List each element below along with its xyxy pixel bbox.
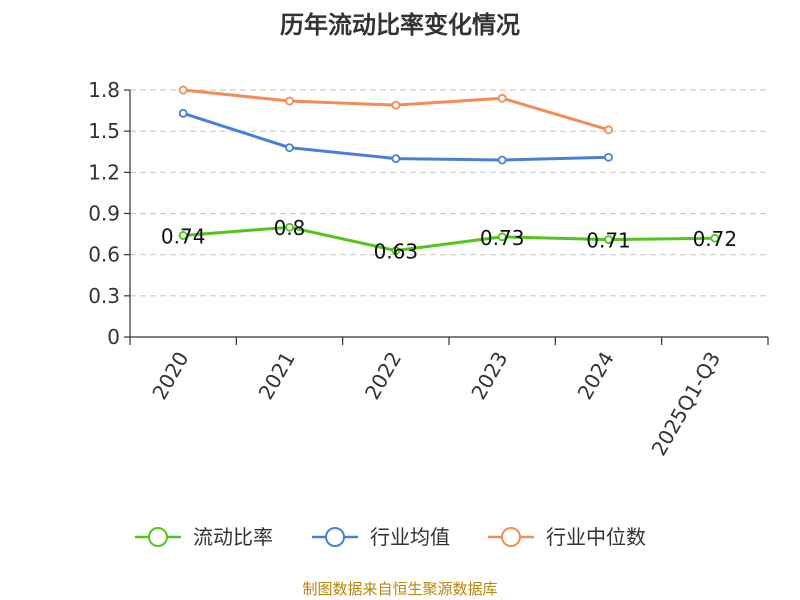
y-tick-label: 1.8 [88, 78, 120, 102]
data-point [391, 246, 401, 255]
data-point [178, 85, 188, 95]
series-line-1 [182, 111, 609, 162]
x-tick-label: 2023 [466, 347, 512, 403]
legend-label: 行业中位数 [546, 525, 646, 549]
y-tick-label: 0.6 [88, 243, 120, 267]
grid-lines [130, 89, 768, 297]
source-note: 制图数据来自恒生聚源数据库 [302, 580, 497, 598]
data-label: 0.72 [693, 227, 738, 251]
y-tick-label: 0.9 [88, 202, 120, 226]
axes: 0 0.3 0.6 0.9 1.2 1.5 1.8 2020 2021 2022 2023 2024 2… [88, 78, 769, 460]
data-point [604, 235, 613, 244]
data-point [604, 125, 613, 135]
legend[interactable]: 流动比率 行业均值 行业中位数 [135, 525, 646, 549]
data-point [497, 93, 507, 103]
x-tick-label: 2025Q1-Q3 [646, 348, 725, 460]
legend-label: 行业均值 [370, 525, 450, 549]
data-point [391, 154, 401, 164]
data-label: 0.74 [161, 224, 206, 248]
data-point [497, 155, 507, 165]
data-point [391, 100, 401, 110]
x-tick-label: 2024 [573, 348, 619, 404]
data-point [285, 222, 294, 232]
data-point [710, 233, 720, 243]
legend-marker [325, 527, 345, 547]
x-tick-label: 2020 [147, 348, 193, 404]
data-point [178, 231, 188, 240]
chart-title: 历年流动比率变化情况 [280, 11, 520, 39]
series-line-0 [183, 225, 715, 253]
legend-marker [148, 527, 168, 547]
data-point [178, 108, 188, 118]
y-tick-label: 0 [107, 325, 120, 349]
series-lines [178, 85, 720, 255]
data-point [285, 96, 294, 106]
legend-item[interactable]: 流动比率 [135, 525, 273, 549]
data-label: 0.8 [274, 216, 306, 240]
series-line-2 [183, 88, 609, 132]
x-tick-label: 2021 [254, 348, 300, 404]
data-point [604, 152, 613, 162]
legend-item[interactable]: 行业中位数 [488, 525, 646, 549]
legend-item[interactable]: 行业均值 [312, 525, 450, 549]
data-label: 0.73 [480, 226, 525, 250]
data-labels: 0.74 0.8 0.63 0.73 0.71 0.72 [161, 216, 737, 263]
y-tick-label: 0.3 [88, 284, 120, 308]
x-tick-label: 2022 [360, 348, 406, 404]
y-tick-label: 1.2 [88, 160, 120, 184]
data-point [497, 232, 507, 242]
data-label: 0.71 [586, 229, 631, 253]
legend-marker [501, 527, 521, 547]
data-label: 0.63 [374, 240, 419, 264]
y-tick-label: 1.5 [88, 119, 120, 143]
data-point [285, 143, 294, 153]
legend-label: 流动比率 [193, 525, 273, 549]
